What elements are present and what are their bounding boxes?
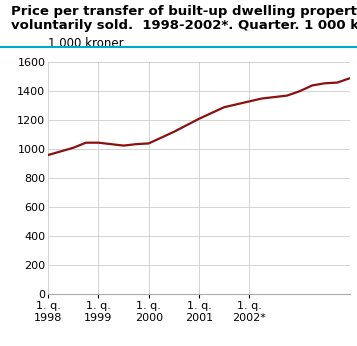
Text: voluntarily sold.  1998-2002*. Quarter. 1 000 kroner: voluntarily sold. 1998-2002*. Quarter. 1… xyxy=(11,19,357,32)
Text: Price per transfer of built-up dwelling properties: Price per transfer of built-up dwelling … xyxy=(11,5,357,18)
Text: 1 000 kroner: 1 000 kroner xyxy=(48,37,124,49)
